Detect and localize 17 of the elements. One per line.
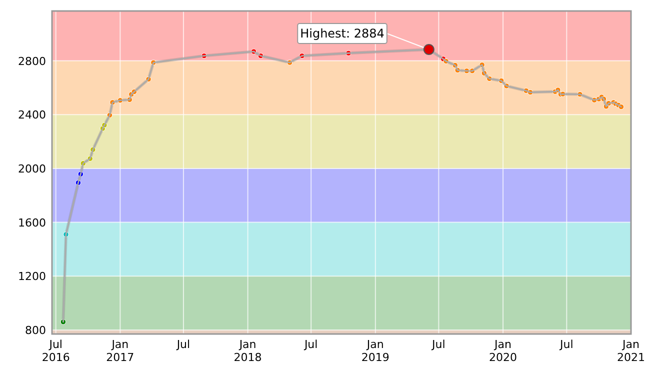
x-tick-label: Jan 2020 — [489, 338, 518, 364]
y-tick-label: 2800 — [18, 54, 46, 68]
y-tick-label: 1200 — [18, 270, 46, 284]
x-tick-label: Jul — [431, 338, 446, 351]
x-tick-label: Jul — [559, 338, 574, 351]
y-tick-label: 2000 — [18, 162, 46, 176]
x-tick-label: Jan 2018 — [234, 338, 262, 364]
x-tick-label: Jan 2019 — [361, 338, 390, 364]
x-tick-label: Jul — [303, 338, 318, 351]
y-tick-label: 2400 — [18, 108, 46, 122]
y-tick-label: 800 — [25, 324, 46, 337]
annotation: Highest: 2884 — [300, 26, 384, 40]
x-tick-label: Jan 2017 — [106, 338, 134, 364]
x-tick-label: Jan 2021 — [617, 338, 645, 364]
x-tick-label: Jul — [176, 338, 190, 351]
x-tick-label: Jul 2016 — [42, 338, 70, 364]
y-tick-label: 1600 — [18, 216, 46, 230]
